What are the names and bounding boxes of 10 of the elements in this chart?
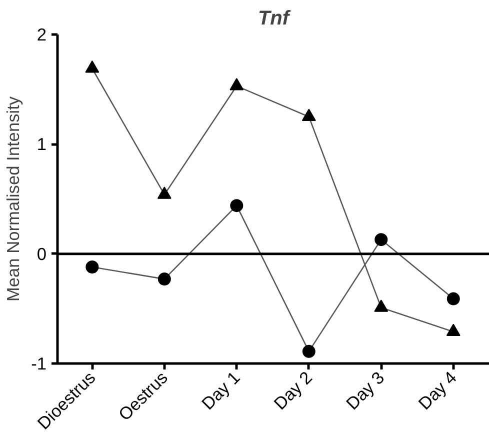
- y-tick-label: 1: [36, 134, 47, 154]
- x-tick-label: Day 4: [414, 367, 461, 414]
- y-tick-label: -1: [31, 354, 47, 374]
- chart-title: Tnf: [258, 8, 292, 30]
- y-tick-label: 2: [36, 24, 47, 44]
- x-tick-label: Day 1: [198, 367, 244, 414]
- x-tick-label: Day 2: [270, 367, 316, 414]
- y-axis-title: Mean Normalised Intensity: [3, 96, 24, 302]
- x-tick-label: Day 3: [342, 367, 388, 414]
- y-tick-label: 0: [36, 244, 47, 264]
